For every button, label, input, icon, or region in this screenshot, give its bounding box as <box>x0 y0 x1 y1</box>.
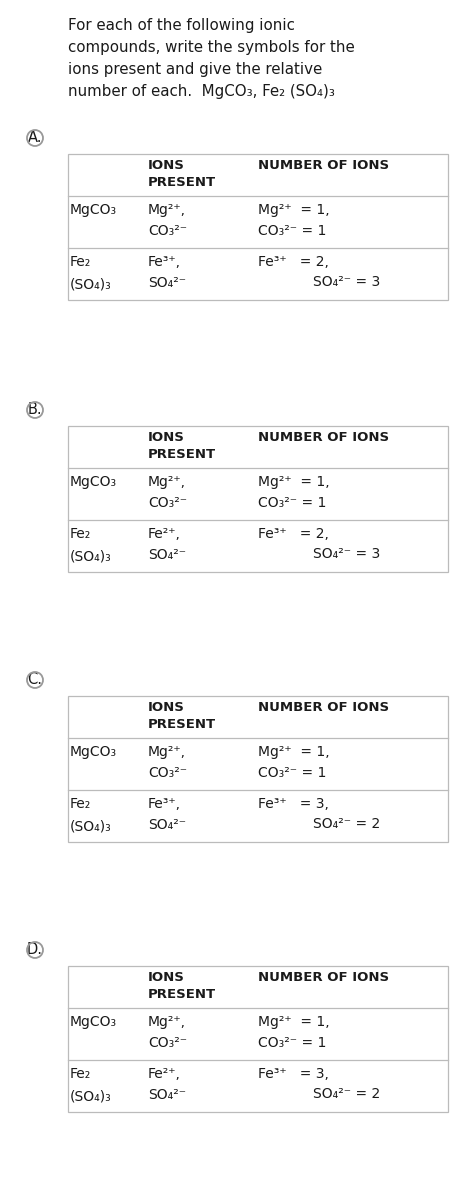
Bar <box>68 696 448 842</box>
Text: Fe²⁺,
SO₄²⁻: Fe²⁺, SO₄²⁻ <box>148 527 186 562</box>
Text: IONS
PRESENT: IONS PRESENT <box>148 701 216 731</box>
Text: Fe³⁺   = 3,: Fe³⁺ = 3, <box>258 797 329 811</box>
Text: B.: B. <box>28 402 43 418</box>
Text: Fe₂
(SO₄)₃: Fe₂ (SO₄)₃ <box>70 527 112 564</box>
Text: ions present and give the relative: ions present and give the relative <box>68 62 322 77</box>
Text: Fe²⁺,
SO₄²⁻: Fe²⁺, SO₄²⁻ <box>148 1067 186 1102</box>
Text: SO₄²⁻ = 3: SO₄²⁻ = 3 <box>313 275 380 289</box>
Bar <box>68 966 448 1112</box>
Text: For each of the following ionic: For each of the following ionic <box>68 18 295 32</box>
Bar <box>68 426 448 572</box>
Text: Mg²⁺  = 1,
CO₃²⁻ = 1: Mg²⁺ = 1, CO₃²⁻ = 1 <box>258 203 329 238</box>
Text: D.: D. <box>27 942 43 958</box>
Text: MgCO₃: MgCO₃ <box>70 745 117 758</box>
Text: Mg²⁺  = 1,
CO₃²⁻ = 1: Mg²⁺ = 1, CO₃²⁻ = 1 <box>258 1015 329 1050</box>
Text: MgCO₃: MgCO₃ <box>70 203 117 217</box>
Text: SO₄²⁻ = 2: SO₄²⁻ = 2 <box>313 1087 380 1102</box>
Text: NUMBER OF IONS: NUMBER OF IONS <box>258 701 389 714</box>
Text: Mg²⁺  = 1,
CO₃²⁻ = 1: Mg²⁺ = 1, CO₃²⁻ = 1 <box>258 475 329 510</box>
Text: Mg²⁺,
CO₃²⁻: Mg²⁺, CO₃²⁻ <box>148 475 187 510</box>
Text: A.: A. <box>28 131 42 145</box>
Text: IONS
PRESENT: IONS PRESENT <box>148 971 216 1001</box>
Text: C.: C. <box>28 672 43 688</box>
Text: Fe₂
(SO₄)₃: Fe₂ (SO₄)₃ <box>70 797 112 834</box>
Text: IONS
PRESENT: IONS PRESENT <box>148 431 216 461</box>
Text: SO₄²⁻ = 2: SO₄²⁻ = 2 <box>313 817 380 830</box>
Text: compounds, write the symbols for the: compounds, write the symbols for the <box>68 40 355 55</box>
Text: Mg²⁺,
CO₃²⁻: Mg²⁺, CO₃²⁻ <box>148 203 187 238</box>
Text: Fe³⁺,
SO₄²⁻: Fe³⁺, SO₄²⁻ <box>148 254 186 289</box>
Text: NUMBER OF IONS: NUMBER OF IONS <box>258 158 389 172</box>
Text: Fe₂
(SO₄)₃: Fe₂ (SO₄)₃ <box>70 1067 112 1104</box>
Text: Mg²⁺  = 1,
CO₃²⁻ = 1: Mg²⁺ = 1, CO₃²⁻ = 1 <box>258 745 329 780</box>
Text: SO₄²⁻ = 3: SO₄²⁻ = 3 <box>313 547 380 560</box>
Text: Mg²⁺,
CO₃²⁻: Mg²⁺, CO₃²⁻ <box>148 1015 187 1050</box>
Bar <box>68 154 448 300</box>
Text: Fe³⁺,
SO₄²⁻: Fe³⁺, SO₄²⁻ <box>148 797 186 832</box>
Text: Fe³⁺   = 2,: Fe³⁺ = 2, <box>258 527 329 541</box>
Text: IONS
PRESENT: IONS PRESENT <box>148 158 216 188</box>
Text: MgCO₃: MgCO₃ <box>70 1015 117 1028</box>
Text: Fe₂
(SO₄)₃: Fe₂ (SO₄)₃ <box>70 254 112 292</box>
Text: NUMBER OF IONS: NUMBER OF IONS <box>258 971 389 984</box>
Text: Mg²⁺,
CO₃²⁻: Mg²⁺, CO₃²⁻ <box>148 745 187 780</box>
Text: number of each.  MgCO₃, Fe₂ (SO₄)₃: number of each. MgCO₃, Fe₂ (SO₄)₃ <box>68 84 335 98</box>
Text: Fe³⁺   = 3,: Fe³⁺ = 3, <box>258 1067 329 1081</box>
Text: Fe³⁺   = 2,: Fe³⁺ = 2, <box>258 254 329 269</box>
Text: MgCO₃: MgCO₃ <box>70 475 117 490</box>
Text: NUMBER OF IONS: NUMBER OF IONS <box>258 431 389 444</box>
